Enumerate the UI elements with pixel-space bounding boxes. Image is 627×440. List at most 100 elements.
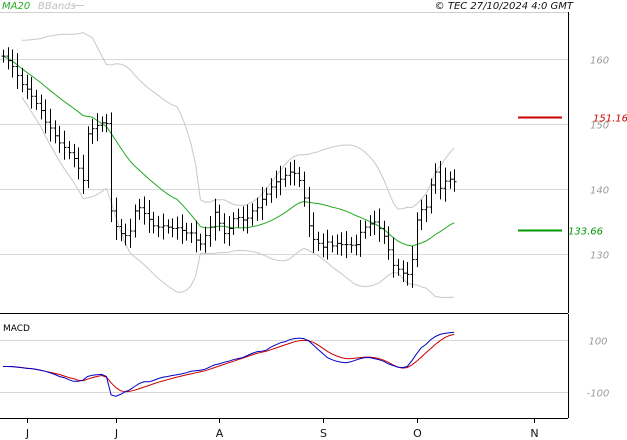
- y-tick-label: 130: [590, 251, 609, 262]
- price-bar: [405, 261, 410, 286]
- price-bar: [133, 204, 138, 238]
- price-bar: [391, 237, 396, 278]
- price-bar: [114, 197, 119, 240]
- price-bar: [208, 215, 213, 247]
- price-bar: [217, 204, 222, 231]
- price-bar: [227, 216, 232, 246]
- price-bar: [311, 212, 316, 253]
- price-bar: [147, 200, 152, 233]
- price-bar: [198, 233, 203, 251]
- price-bar: [307, 186, 312, 237]
- price-bar: [53, 120, 58, 144]
- bband-lower: [21, 96, 455, 299]
- price-bar: [245, 204, 250, 234]
- x-tick-label: J: [25, 427, 29, 440]
- price-bar: [396, 258, 401, 276]
- price-bar: [410, 246, 415, 288]
- price-bar: [335, 234, 340, 255]
- price-bar: [429, 178, 434, 214]
- price-bar: [90, 118, 95, 144]
- price-bar: [264, 187, 269, 206]
- y-tick-label: 150: [590, 121, 609, 132]
- y-axis: 130 140 150 160: [590, 56, 609, 262]
- price-bar: [231, 212, 236, 235]
- price-bar: [316, 231, 321, 251]
- bollinger-bands: [21, 32, 455, 299]
- price-bar: [43, 99, 48, 134]
- price-bar: [86, 126, 91, 189]
- price-bar: [100, 116, 105, 132]
- copyright-text: © TEC 27/10/2024 4:0 GMT: [435, 1, 574, 12]
- macd-title: MACD: [3, 324, 30, 334]
- price-bar: [344, 231, 349, 259]
- signal-line: [3, 333, 455, 393]
- macd-y-tick-label: -100: [587, 389, 610, 400]
- price-bar: [260, 186, 265, 221]
- macd-y-axis: 100-100-300: [587, 337, 610, 400]
- price-bar: [419, 199, 424, 230]
- ma20-line: [2, 55, 455, 247]
- price-bar: [213, 198, 218, 241]
- price-bar: [433, 163, 438, 194]
- resistance-label: 151.16: [593, 114, 627, 125]
- price-bar: [448, 171, 453, 189]
- price-bar: [62, 130, 67, 160]
- price-bar: [339, 232, 344, 256]
- price-bar: [330, 235, 335, 253]
- macd-line: [3, 331, 455, 397]
- price-bar: [358, 220, 363, 257]
- price-bar: [255, 197, 260, 221]
- price-bar: [95, 113, 100, 141]
- price-bar: [6, 47, 11, 70]
- price-bar: [34, 89, 39, 110]
- price-bar: [180, 214, 185, 244]
- price-bar: [274, 170, 279, 199]
- price-bar: [142, 196, 147, 225]
- price-bar: [292, 159, 297, 186]
- price-bar: [25, 74, 30, 100]
- key-levels: 151.16 133.66: [518, 114, 627, 238]
- legend-bbands: BBands: [38, 1, 76, 12]
- price-bar: [452, 169, 457, 192]
- price-bar: [283, 167, 288, 187]
- price-bar: [222, 213, 227, 244]
- price-bars: [1, 47, 457, 288]
- price-bar: [137, 198, 142, 220]
- price-bar: [194, 220, 199, 253]
- price-bar: [104, 114, 109, 133]
- price-bar: [166, 219, 171, 234]
- price-bar: [288, 162, 293, 186]
- bband-upper: [21, 32, 455, 210]
- y-tick-label: 160: [590, 56, 609, 67]
- price-bar: [368, 215, 373, 236]
- price-bar: [241, 206, 246, 232]
- price-bar: [325, 229, 330, 260]
- price-bar: [236, 208, 241, 228]
- legend-ma20: MA20: [2, 1, 30, 12]
- price-bar: [278, 165, 283, 196]
- price-bar: [151, 211, 156, 234]
- price-bar: [297, 166, 302, 187]
- price-bar: [161, 213, 166, 240]
- price-bar: [363, 220, 368, 239]
- price-bar: [443, 167, 448, 202]
- price-bar: [123, 223, 128, 246]
- price-bar: [189, 222, 194, 243]
- price-bar: [72, 143, 77, 168]
- price-bar: [170, 218, 175, 238]
- price-bar: [67, 140, 72, 160]
- price-bar: [175, 216, 180, 240]
- price-bar: [119, 218, 124, 242]
- macd-y-tick-label: 100: [588, 337, 607, 348]
- price-bar: [15, 52, 20, 90]
- price-bar: [438, 160, 443, 200]
- x-tick-label: A: [216, 427, 224, 440]
- price-bar: [76, 147, 81, 180]
- x-tick-label: N: [530, 427, 538, 440]
- price-bar: [250, 203, 255, 226]
- price-bar: [321, 233, 326, 258]
- price-bar: [184, 222, 189, 241]
- price-bar: [156, 215, 161, 238]
- price-bar: [382, 220, 387, 244]
